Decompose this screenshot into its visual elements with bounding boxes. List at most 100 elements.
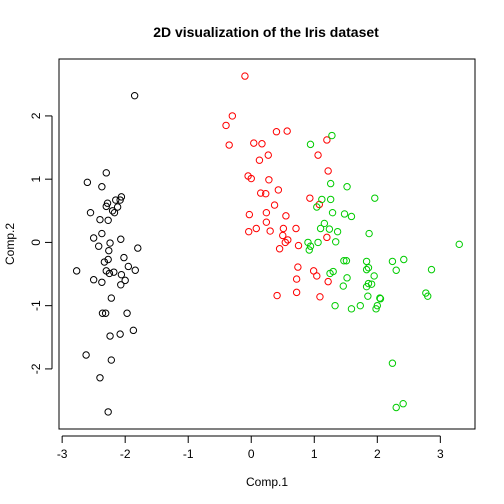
x-tick-label: -1 bbox=[183, 447, 194, 461]
data-point-group-2 bbox=[252, 224, 260, 233]
data-point-group-2 bbox=[262, 190, 270, 198]
y-tick-label: -1 bbox=[29, 300, 43, 311]
data-point-group-2 bbox=[314, 151, 322, 159]
data-point-group-1 bbox=[101, 309, 110, 317]
data-point-group-3 bbox=[455, 240, 463, 249]
data-point-group-2 bbox=[281, 238, 289, 247]
data-point-group-2 bbox=[283, 127, 291, 135]
data-point-group-2 bbox=[250, 139, 258, 147]
data-point-group-2 bbox=[255, 156, 264, 164]
data-point-group-2 bbox=[313, 272, 321, 280]
data-point-group-2 bbox=[256, 189, 265, 197]
data-point-group-1 bbox=[103, 199, 112, 207]
data-point-group-2 bbox=[282, 212, 290, 220]
data-point-group-3 bbox=[342, 257, 351, 265]
chart-title: 2D visualization of the Iris dataset bbox=[153, 24, 379, 40]
data-point-group-3 bbox=[376, 295, 385, 303]
data-point-group-2 bbox=[262, 218, 271, 226]
data-point-group-2 bbox=[292, 288, 301, 297]
data-point-group-2 bbox=[306, 194, 314, 202]
data-point-group-3 bbox=[343, 274, 351, 282]
data-point-group-1 bbox=[105, 269, 114, 278]
data-point-group-2 bbox=[275, 245, 284, 253]
data-point-group-1 bbox=[110, 208, 119, 217]
data-point-group-1 bbox=[129, 326, 138, 335]
data-point-group-2 bbox=[264, 151, 272, 159]
x-tick-label: 0 bbox=[248, 447, 255, 461]
data-point-group-2 bbox=[241, 72, 249, 80]
data-point-group-3 bbox=[318, 195, 326, 204]
data-point-group-3 bbox=[388, 257, 397, 266]
data-point-group-3 bbox=[306, 140, 315, 149]
data-point-group-2 bbox=[272, 128, 281, 136]
data-point-group-2 bbox=[265, 176, 273, 184]
data-point-group-2 bbox=[228, 112, 237, 120]
data-point-group-2 bbox=[292, 275, 301, 283]
data-point-group-3 bbox=[325, 225, 334, 233]
data-point-group-1 bbox=[104, 408, 112, 416]
data-point-group-3 bbox=[376, 294, 384, 302]
data-point-group-3 bbox=[340, 257, 348, 265]
data-point-group-2 bbox=[324, 277, 332, 286]
data-point-group-3 bbox=[313, 203, 321, 211]
data-point-group-3 bbox=[326, 179, 335, 188]
y-axis-label: Comp.2 bbox=[3, 223, 17, 265]
x-axis-label: Comp.1 bbox=[246, 475, 288, 489]
data-point-group-1 bbox=[117, 235, 125, 243]
data-point-group-1 bbox=[108, 207, 117, 215]
data-point-group-2 bbox=[324, 167, 332, 175]
plot-frame bbox=[58, 58, 476, 430]
data-point-group-3 bbox=[372, 305, 380, 313]
y-tick-label: -2 bbox=[29, 363, 43, 374]
data-point-group-2 bbox=[266, 227, 274, 235]
y-tick-label: 1 bbox=[29, 176, 43, 183]
data-point-group-2 bbox=[247, 174, 255, 183]
data-point-group-3 bbox=[362, 282, 371, 291]
data-point-group-2 bbox=[245, 210, 254, 219]
data-point-group-3 bbox=[364, 264, 373, 272]
data-point-group-1 bbox=[104, 216, 112, 224]
data-point-group-2 bbox=[245, 227, 253, 236]
data-point-group-3 bbox=[326, 195, 335, 204]
data-point-group-2 bbox=[262, 208, 271, 217]
data-point-group-3 bbox=[427, 265, 436, 274]
data-point-group-1 bbox=[116, 196, 124, 204]
data-point-group-2 bbox=[258, 140, 266, 148]
data-point-group-3 bbox=[343, 183, 351, 191]
data-point-group-1 bbox=[121, 276, 129, 285]
data-point-group-3 bbox=[392, 403, 400, 412]
y-axis: -2 -1 0 1 2 bbox=[29, 112, 53, 374]
data-point-group-1 bbox=[72, 267, 81, 275]
data-point-group-2 bbox=[323, 233, 331, 242]
data-point-group-2 bbox=[279, 231, 287, 240]
y-tick-label: 0 bbox=[29, 239, 43, 246]
data-point-group-1 bbox=[82, 351, 90, 359]
data-point-group-3 bbox=[400, 255, 408, 264]
data-point-group-1 bbox=[106, 239, 114, 247]
data-point-group-1 bbox=[107, 294, 116, 302]
data-point-group-3 bbox=[328, 131, 336, 140]
data-point-group-3 bbox=[320, 219, 329, 228]
data-point-group-1 bbox=[96, 374, 104, 382]
data-point-group-1 bbox=[98, 229, 106, 238]
data-point-group-3 bbox=[347, 305, 356, 313]
data-point-group-1 bbox=[95, 242, 103, 250]
data-point-group-1 bbox=[98, 309, 107, 317]
data-point-group-2 bbox=[274, 186, 283, 194]
data-point-group-3 bbox=[364, 292, 372, 300]
x-tick-label: 1 bbox=[311, 447, 318, 461]
data-point-group-2 bbox=[279, 224, 288, 233]
data-point-group-1 bbox=[83, 178, 92, 187]
data-point-group-3 bbox=[373, 301, 382, 310]
data-point-group-3 bbox=[316, 224, 325, 233]
data-point-group-3 bbox=[347, 212, 356, 221]
data-point-group-2 bbox=[273, 291, 281, 300]
data-point-group-2 bbox=[316, 293, 324, 301]
data-point-group-2 bbox=[323, 136, 331, 144]
data-point-group-3 bbox=[332, 238, 340, 246]
data-point-group-3 bbox=[424, 292, 432, 300]
data-point-group-3 bbox=[362, 257, 371, 266]
data-point-group-2 bbox=[292, 224, 300, 233]
data-point-group-3 bbox=[326, 269, 334, 278]
data-point-group-3 bbox=[314, 238, 322, 247]
